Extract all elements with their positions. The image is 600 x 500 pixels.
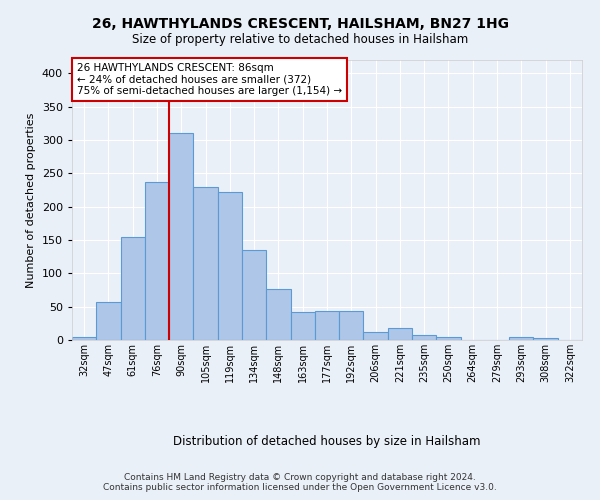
Bar	[121, 236, 145, 340]
Bar	[242, 250, 266, 340]
Bar	[290, 312, 315, 340]
Text: 26, HAWTHYLANDS CRESCENT, HAILSHAM, BN27 1HG: 26, HAWTHYLANDS CRESCENT, HAILSHAM, BN27…	[91, 18, 509, 32]
Bar	[533, 338, 558, 340]
Bar	[412, 336, 436, 340]
Bar	[339, 312, 364, 340]
Bar	[145, 182, 169, 340]
Bar	[388, 328, 412, 340]
Bar	[218, 192, 242, 340]
Bar	[72, 338, 96, 340]
Y-axis label: Number of detached properties: Number of detached properties	[26, 112, 36, 288]
Bar	[266, 290, 290, 340]
Bar	[364, 332, 388, 340]
Text: 26 HAWTHYLANDS CRESCENT: 86sqm
← 24% of detached houses are smaller (372)
75% of: 26 HAWTHYLANDS CRESCENT: 86sqm ← 24% of …	[77, 63, 342, 96]
Bar	[169, 134, 193, 340]
Text: Contains HM Land Registry data © Crown copyright and database right 2024.
Contai: Contains HM Land Registry data © Crown c…	[103, 473, 497, 492]
Bar	[436, 338, 461, 340]
Bar	[96, 302, 121, 340]
X-axis label: Distribution of detached houses by size in Hailsham: Distribution of detached houses by size …	[173, 435, 481, 448]
Bar	[315, 312, 339, 340]
Text: Size of property relative to detached houses in Hailsham: Size of property relative to detached ho…	[132, 32, 468, 46]
Bar	[193, 186, 218, 340]
Bar	[509, 338, 533, 340]
